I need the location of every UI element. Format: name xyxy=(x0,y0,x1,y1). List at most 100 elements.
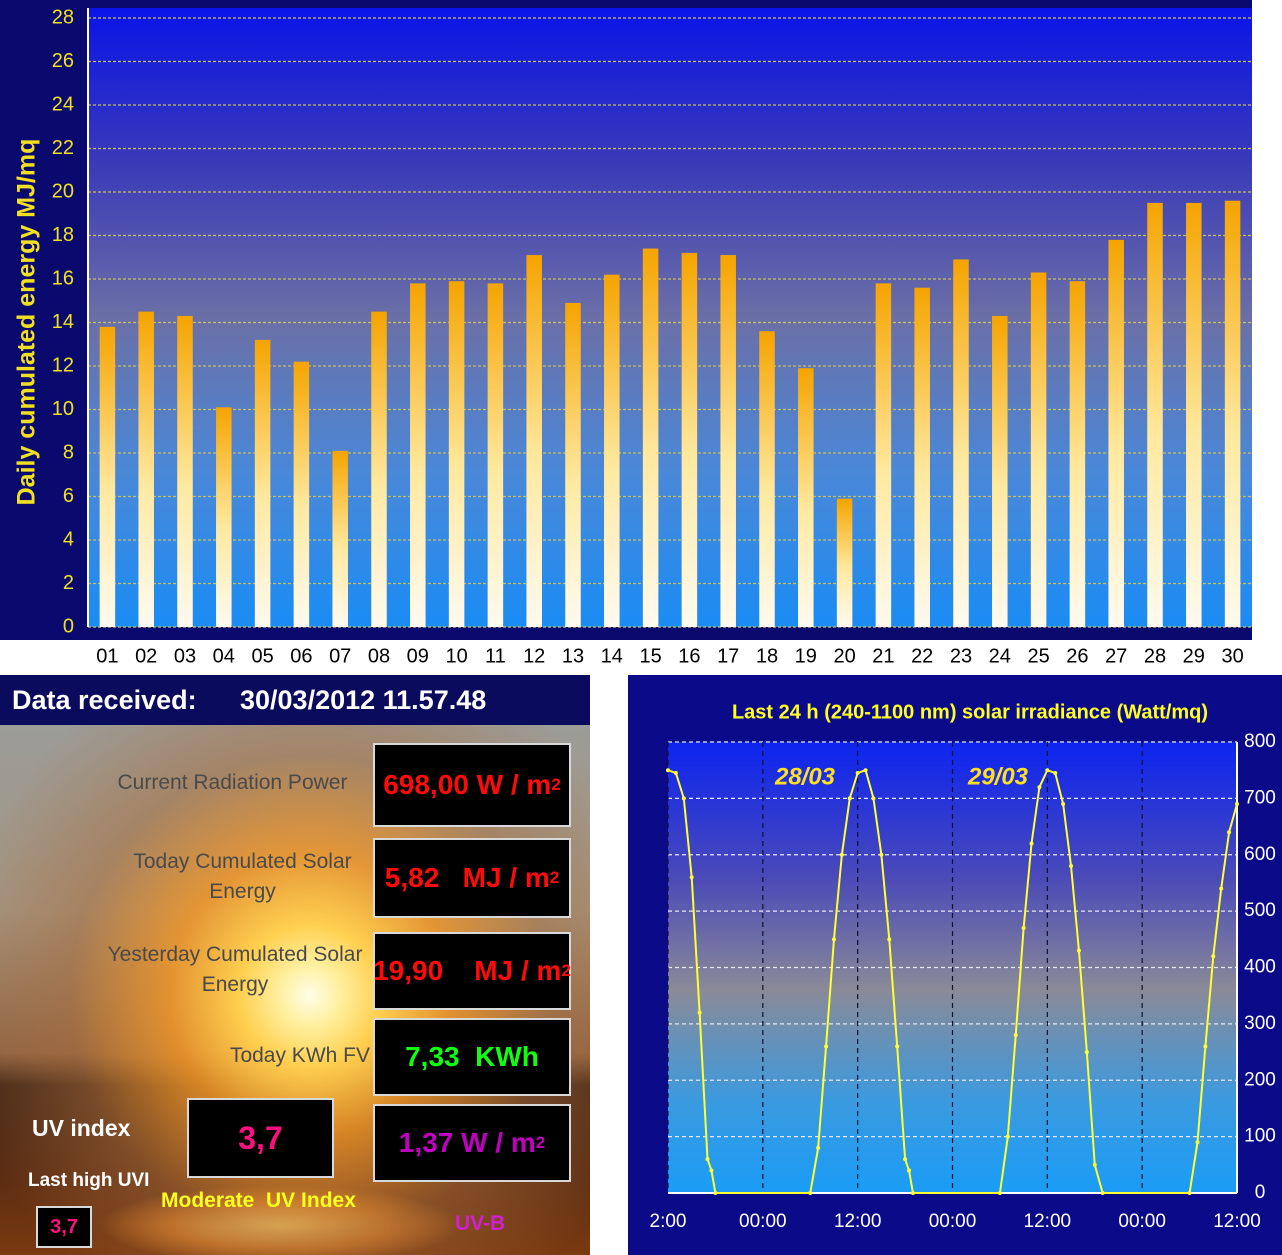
x-tick-label: 09 xyxy=(407,645,429,667)
superscript: 2 xyxy=(535,1133,546,1152)
reading-label: Yesterday Cumulated Solar Energy xyxy=(107,943,363,996)
x-tick-label: 01 xyxy=(96,645,118,667)
x-tick-label: 2:00 xyxy=(650,1211,687,1232)
x-tick-label: 00:00 xyxy=(929,1211,977,1232)
point xyxy=(1219,886,1224,891)
x-tick-label: 16 xyxy=(678,645,700,667)
timestamp: 30/03/2012 11.57.48 xyxy=(240,685,487,715)
reading-label: Today KWh FV xyxy=(229,1044,370,1067)
y-tick-label: 4 xyxy=(63,528,74,550)
point xyxy=(1187,1191,1192,1195)
x-tick-label: 25 xyxy=(1027,645,1049,667)
y-tick-label: 22 xyxy=(52,137,74,159)
bar xyxy=(798,368,814,627)
point xyxy=(1235,802,1239,807)
y-tick-label: 14 xyxy=(52,311,74,333)
x-tick-label: 05 xyxy=(251,645,273,667)
reading-label: Current Radiation Power xyxy=(117,771,348,794)
point xyxy=(697,1010,702,1015)
point xyxy=(1227,830,1232,835)
y-tick-label: 20 xyxy=(52,180,74,202)
y-tick-label: 2 xyxy=(63,572,74,594)
x-tick-label: 10 xyxy=(445,645,467,667)
y-tick-label: 28 xyxy=(52,6,74,28)
bar xyxy=(332,450,348,627)
x-tick-label: 12 xyxy=(523,645,545,667)
x-tick-label: 13 xyxy=(562,645,584,667)
x-tick-label: 23 xyxy=(950,645,972,667)
point xyxy=(907,1168,912,1173)
point xyxy=(903,1157,908,1162)
bar xyxy=(953,259,969,627)
point xyxy=(709,1168,714,1173)
bar xyxy=(526,255,542,627)
y-tick-label: 24 xyxy=(52,93,74,115)
x-tick-label: 08 xyxy=(368,645,390,667)
value-text: 1,37 W / m xyxy=(398,1127,536,1158)
x-tick-label: 04 xyxy=(213,645,235,667)
point xyxy=(910,1191,915,1195)
bar xyxy=(1186,202,1202,627)
point xyxy=(1037,785,1042,790)
x-tick-label: 30 xyxy=(1221,645,1243,667)
point xyxy=(689,875,694,880)
x-tick-label: 11 xyxy=(485,645,506,667)
x-tick-label: 07 xyxy=(329,645,351,667)
x-tick-label: 12:00 xyxy=(834,1211,882,1232)
point xyxy=(1211,954,1216,959)
y-tick-label: 0 xyxy=(1255,1182,1266,1203)
point xyxy=(1100,1191,1105,1195)
superscript: 2 xyxy=(561,961,571,980)
x-tick-label: 24 xyxy=(989,645,1011,667)
x-tick-label: 21 xyxy=(872,645,894,667)
point xyxy=(1195,1140,1200,1145)
x-tick-label: 02 xyxy=(135,645,157,667)
y-tick-label: 8 xyxy=(63,441,74,463)
point xyxy=(673,771,678,776)
point xyxy=(666,768,670,773)
x-tick-label: 26 xyxy=(1066,645,1088,667)
point xyxy=(824,1044,829,1049)
point xyxy=(681,796,686,801)
bar xyxy=(138,311,154,627)
y-tick-label: 10 xyxy=(52,398,74,420)
point xyxy=(1061,802,1066,807)
point xyxy=(1084,1050,1089,1055)
bar xyxy=(410,283,426,627)
point xyxy=(871,796,876,801)
y-tick-label: 300 xyxy=(1244,1013,1276,1034)
bar xyxy=(177,315,193,627)
point xyxy=(1029,841,1034,846)
uv-value: 3,7 xyxy=(187,1098,334,1178)
bar xyxy=(254,339,271,627)
y-tick-label: 16 xyxy=(52,267,74,289)
uv-label: UV index xyxy=(32,1115,131,1141)
y-tick-label: 200 xyxy=(1244,1069,1276,1090)
point xyxy=(1203,1044,1208,1049)
value-text: 698,00 W / m xyxy=(383,769,552,800)
y-tick-label: 500 xyxy=(1244,900,1276,921)
bar xyxy=(99,326,116,627)
point xyxy=(1021,926,1026,931)
y-axis-label: Daily cumulated energy MJ/mq xyxy=(13,139,41,506)
value-text: 7,33 KWh xyxy=(405,1041,539,1072)
reading-value: 7,33 KWh xyxy=(373,1018,571,1096)
x-tick-label: 19 xyxy=(795,645,817,667)
point xyxy=(1092,1162,1097,1167)
bar xyxy=(293,361,310,627)
bar xyxy=(875,283,892,627)
point xyxy=(1076,948,1081,953)
header: Data received: 30/03/2012 11.57.48 xyxy=(0,675,590,725)
bar xyxy=(1069,281,1086,627)
point xyxy=(863,768,868,773)
bar xyxy=(992,315,1008,627)
value-text: 5,82 MJ / m xyxy=(384,862,550,893)
bar xyxy=(681,252,698,627)
bar xyxy=(487,283,504,627)
point xyxy=(847,796,852,801)
y-tick-label: 400 xyxy=(1244,957,1276,978)
